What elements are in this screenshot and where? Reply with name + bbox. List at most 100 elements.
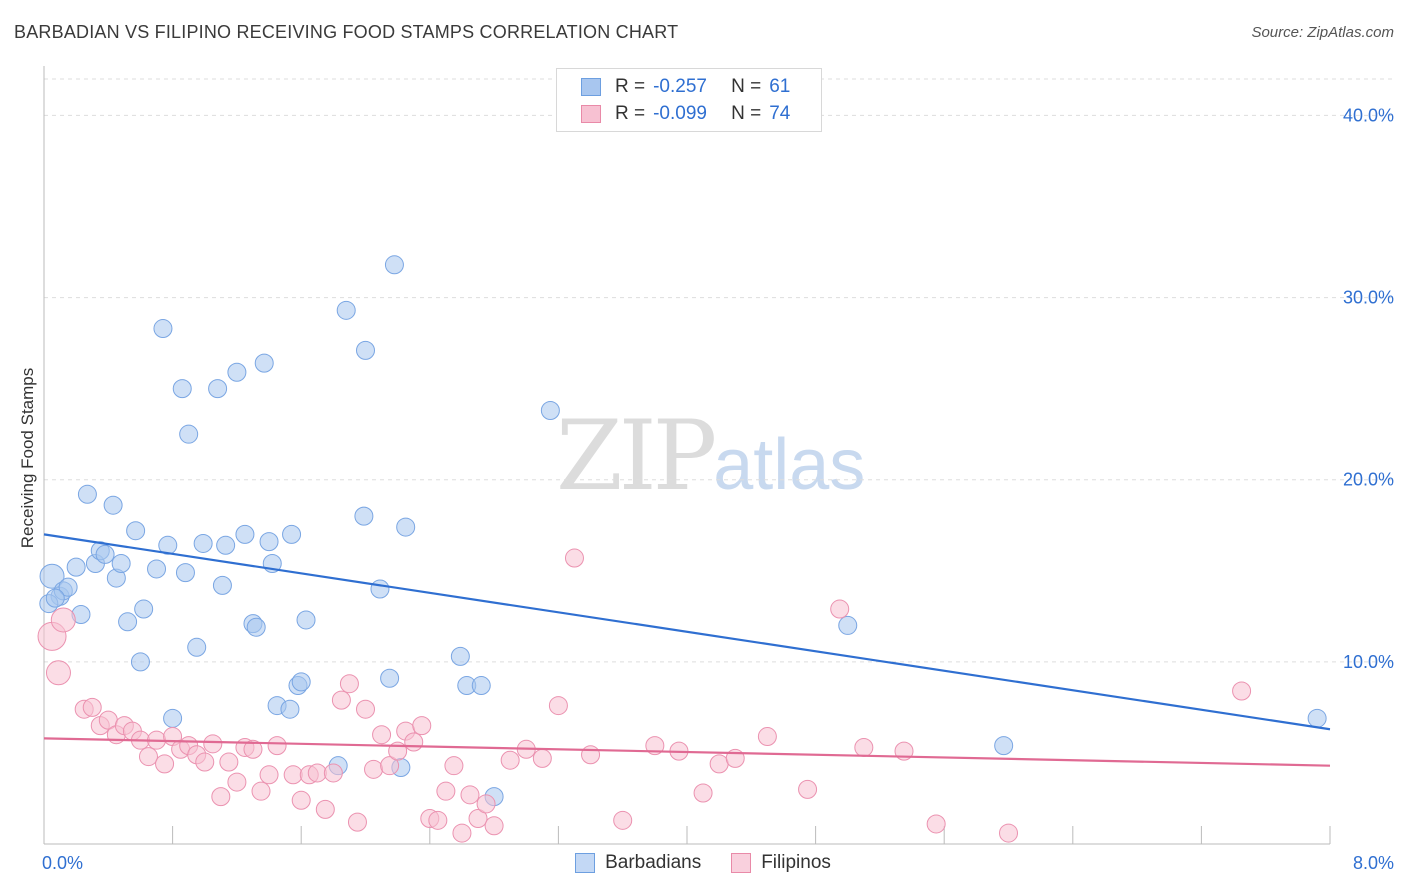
filipino-point: [757, 727, 777, 747]
legend-r-label: R =: [615, 76, 646, 97]
barbadian-point: [254, 353, 274, 373]
filipino-point: [500, 750, 520, 770]
barbadian-point: [384, 255, 404, 275]
legend-n-label: N =: [731, 76, 762, 97]
x-tick-label: 8.0%: [1353, 853, 1394, 873]
barbadian-point: [187, 637, 207, 657]
filipino-point: [428, 810, 448, 830]
filipino-point: [347, 812, 367, 832]
filipino-point: [693, 783, 713, 803]
filipino-trend-line: [43, 737, 1331, 767]
legend-n-value: 74: [769, 103, 791, 124]
filipino-point: [259, 765, 279, 785]
barbadian-point: [227, 362, 247, 382]
barbadian-point: [58, 577, 78, 597]
series-label-barbadians: Barbadians: [605, 852, 702, 873]
filipino-point: [854, 737, 874, 757]
barbadian-point: [134, 599, 154, 619]
filipino-point: [412, 716, 432, 736]
filipino-point: [380, 756, 400, 776]
watermark-zip: ZIP: [556, 400, 717, 512]
watermark: ZIPatlas: [556, 400, 865, 512]
filipino-point: [926, 814, 946, 834]
filipino-point: [436, 781, 456, 801]
filipino-point: [323, 763, 343, 783]
barbadian-point: [336, 300, 356, 320]
legend-row-filipinos: R = -0.099 N = 74: [581, 101, 790, 127]
barbadian-point: [280, 699, 300, 719]
barbadian-point: [172, 379, 192, 399]
legend-swatch-barbadians: [581, 78, 601, 96]
barbadian-point: [1307, 708, 1327, 728]
barbadian-point: [163, 708, 183, 728]
barbadian-point: [356, 340, 375, 360]
y-axis-label: Receiving Food Stamps: [18, 367, 37, 549]
filipino-point: [372, 725, 392, 745]
filipino-point: [315, 799, 335, 819]
y-tick-label: 40.0%: [1343, 105, 1394, 125]
barbadian-point: [103, 495, 123, 515]
source-note: Source: ZipAtlas.com: [1251, 24, 1394, 41]
barbadian-point: [208, 379, 228, 399]
filipino-point: [227, 772, 247, 792]
barbadian-point: [118, 612, 138, 632]
barbadian-point: [147, 559, 167, 579]
filipino-point: [219, 752, 239, 772]
legend-n-label: N =: [731, 103, 762, 124]
barbadian-point: [471, 676, 491, 696]
filipino-point: [211, 787, 231, 807]
series-label-filipinos: Filipinos: [761, 852, 831, 873]
filipino-point: [468, 809, 488, 828]
filipino-point: [45, 660, 71, 686]
barbadian-point: [540, 401, 560, 420]
series-legend-barbadians: Barbadians: [575, 852, 701, 874]
filipino-point: [364, 759, 384, 779]
legend-r-value: -0.099: [653, 103, 707, 124]
filipino-point: [404, 732, 424, 752]
filipino-point: [444, 756, 464, 776]
filipino-point: [548, 696, 568, 716]
x-tick-label: 0.0%: [42, 853, 83, 873]
barbadian-point: [291, 672, 311, 692]
barbadian-point: [370, 579, 390, 599]
y-tick-label: 20.0%: [1343, 470, 1394, 490]
barbadian-point: [66, 557, 86, 577]
filipino-point: [532, 748, 552, 768]
filipino-point: [709, 754, 729, 774]
barbadian-point: [95, 544, 115, 564]
barbadian-trend-line: [43, 533, 1331, 731]
filipino-point: [564, 548, 584, 568]
barbadian-point: [77, 484, 97, 504]
legend-r-label: R =: [615, 103, 646, 124]
watermark-atlas: atlas: [713, 425, 866, 505]
filipino-point: [331, 690, 351, 710]
legend-row-barbadians: R = -0.257 N = 61: [581, 74, 790, 100]
filipino-point: [460, 785, 480, 805]
series-legend-filipinos: Filipinos: [731, 852, 831, 874]
stats-legend: R = -0.257 N = 61 R = -0.099 N = 74: [556, 68, 822, 132]
filipino-point: [195, 752, 215, 772]
filipino-point: [283, 765, 303, 785]
filipino-point: [798, 779, 818, 799]
barbadian-point: [354, 506, 374, 526]
barbadian-point: [450, 646, 470, 666]
barbadian-point: [153, 319, 173, 339]
filipino-point: [999, 823, 1018, 843]
barbadian-point: [296, 610, 316, 630]
filipino-point: [452, 823, 472, 843]
filipino-point: [476, 794, 496, 814]
filipino-point: [613, 810, 633, 830]
barbadian-point: [175, 563, 195, 583]
y-tick-label: 30.0%: [1343, 288, 1394, 308]
legend-r-value: -0.257: [653, 76, 707, 97]
filipino-point: [251, 781, 271, 801]
barbadian-point: [235, 524, 255, 544]
barbadian-point: [282, 524, 302, 544]
barbadian-point: [126, 521, 146, 541]
barbadian-point: [158, 535, 178, 555]
barbadian-point: [179, 424, 199, 444]
barbadian-point: [111, 554, 131, 573]
filipino-point: [267, 736, 287, 756]
barbadian-point: [246, 617, 266, 637]
filipino-point: [291, 790, 311, 810]
